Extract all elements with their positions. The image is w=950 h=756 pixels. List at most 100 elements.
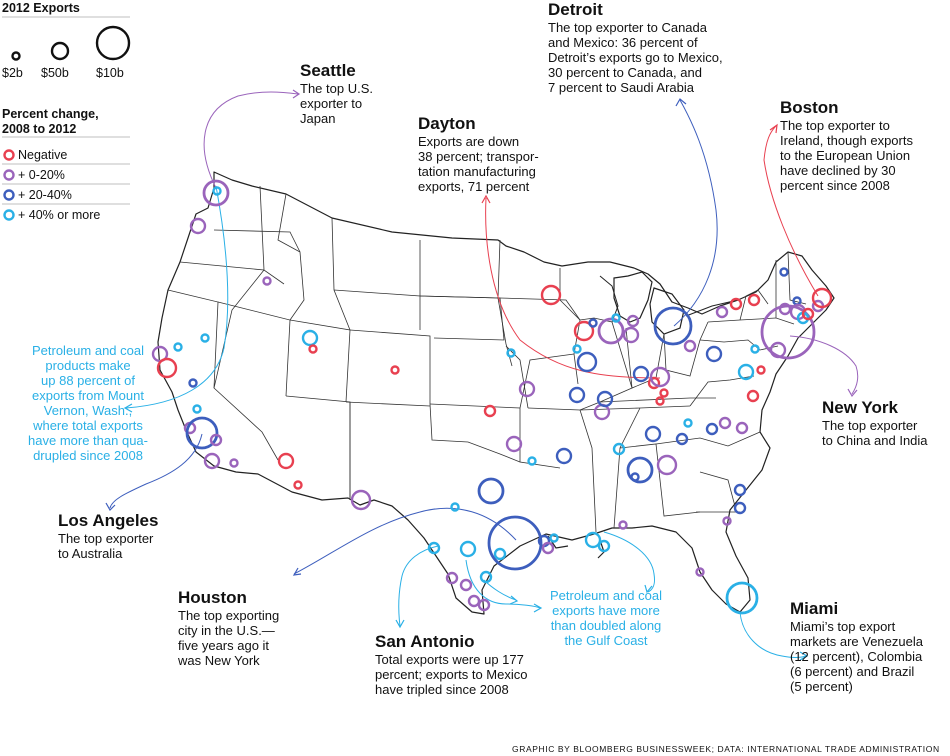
city-export-marker <box>597 317 625 345</box>
city-export-marker <box>493 547 507 561</box>
callout-gulf-coast-line: than doubled along <box>550 618 662 633</box>
legend-size-medium <box>50 41 70 61</box>
callout-miami-line: (12 percent), Colombia <box>790 649 923 664</box>
city-export-marker <box>695 567 705 577</box>
callout-seattle-title: Seattle <box>300 61 356 80</box>
callout-san-antonio-line: have tripled since 2008 <box>375 682 509 697</box>
city-export-marker <box>612 442 626 456</box>
city-export-marker <box>778 302 792 316</box>
callout-dayton-line: 38 percent; transpor- <box>418 149 539 164</box>
city-export-marker <box>653 306 693 346</box>
callout-miami-line: Miami’s top export <box>790 619 896 634</box>
city-export-marker <box>733 483 747 497</box>
city-export-marker <box>622 326 640 344</box>
legend-negative-label: Negative <box>18 148 68 162</box>
callout-mount-vernon-line: where total exports <box>33 418 143 433</box>
city-export-marker <box>746 389 760 403</box>
callout-gulf-coast: Petroleum and coal exports have more tha… <box>536 588 676 648</box>
city-export-marker <box>308 344 318 354</box>
legend-0-20-marker <box>3 169 15 181</box>
legend-negative-marker <box>3 149 15 161</box>
callout-seattle: Seattle The top U.S. exporter to Japan <box>300 61 373 126</box>
callout-mount-vernon: Petroleum and coal products make up 88 p… <box>3 343 173 463</box>
legend-change-title-1: Percent change, <box>2 107 99 121</box>
legend-40-plus-label: + 40% or more <box>18 208 101 222</box>
city-export-marker <box>596 390 614 408</box>
callout-dayton: Dayton Exports are down 38 percent; tran… <box>418 114 539 194</box>
us-outline <box>157 171 835 615</box>
city-export-marker <box>779 267 789 277</box>
city-export-marker <box>792 296 802 306</box>
callout-mount-vernon-line: have more than qua- <box>28 433 148 448</box>
city-export-marker <box>588 318 598 328</box>
city-export-marker <box>718 416 732 430</box>
city-export-marker <box>459 578 473 592</box>
callout-mount-vernon-line: Petroleum and coal <box>31 343 144 358</box>
city-export-marker <box>427 541 441 555</box>
city-export-marker <box>229 458 239 468</box>
callout-boston-line: have declined by 30 <box>780 163 896 178</box>
city-export-marker <box>626 314 640 328</box>
city-export-marker <box>445 571 459 585</box>
city-export-marker <box>632 365 650 383</box>
city-export-marker <box>655 396 665 406</box>
city-export-marker <box>683 339 697 353</box>
city-export-marker <box>737 363 755 381</box>
callout-gulf-coast-line: the Gulf Coast <box>564 633 648 648</box>
callout-houston-line: city in the U.S.— <box>178 623 275 638</box>
city-export-marker <box>611 313 621 323</box>
callout-miami-line: markets are Venezuela <box>790 634 923 649</box>
callout-seattle-line: The top U.S. <box>300 81 373 96</box>
city-export-marker <box>173 342 183 352</box>
city-export-marker <box>729 297 743 311</box>
city-export-marker <box>572 344 582 354</box>
city-export-marker <box>597 539 611 553</box>
city-export-marker <box>705 422 719 436</box>
city-export-marker <box>750 344 760 354</box>
callout-mount-vernon-line: products make <box>45 358 131 373</box>
callout-los-angeles-title: Los Angeles <box>58 511 159 530</box>
callout-seattle-line: exporter to <box>300 96 363 111</box>
callout-boston: Boston The top exporter to Ireland, thou… <box>780 98 913 193</box>
callout-detroit-line: and Mexico: 36 percent of <box>548 35 698 50</box>
city-export-marker <box>733 501 747 515</box>
city-export-marker <box>301 329 319 347</box>
city-export-marker <box>189 217 207 235</box>
callout-los-angeles: Los Angeles The top exporter to Australi… <box>58 511 158 561</box>
callout-miami-line: (6 percent) and Brazil <box>790 664 915 679</box>
city-markers <box>151 179 833 615</box>
city-export-marker <box>209 433 223 447</box>
city-export-marker <box>756 365 766 375</box>
city-export-marker <box>202 179 230 207</box>
callout-detroit-line: Detroit’s exports go to Mexico, <box>548 50 723 65</box>
city-export-marker <box>747 293 761 307</box>
callout-mount-vernon-line: Vernon, Wash., <box>43 403 133 418</box>
city-export-marker <box>185 416 219 450</box>
city-export-marker <box>212 186 222 196</box>
city-export-marker <box>811 287 833 309</box>
callout-gulf-coast-line: exports have more <box>552 603 660 618</box>
city-export-marker <box>725 581 759 615</box>
callout-houston-line: The top exporting <box>178 608 280 623</box>
legend-dividers <box>2 16 130 205</box>
legend-size-label-small: $2b <box>2 66 23 80</box>
city-export-marker <box>760 304 816 360</box>
callout-detroit-line: 7 percent to Saudi Arabia <box>548 80 694 95</box>
callout-boston-line: Ireland, though exports <box>780 133 913 148</box>
city-export-marker <box>722 516 732 526</box>
city-export-marker <box>200 333 210 343</box>
arrowheads <box>105 89 858 661</box>
city-export-marker <box>549 533 559 543</box>
callout-new-york-title: New York <box>822 398 898 417</box>
city-export-marker <box>541 541 555 555</box>
callout-gulf-coast-line: Petroleum and coal <box>549 588 662 603</box>
legend-20-40-marker <box>3 189 15 201</box>
callout-mount-vernon-line: exports from Mount <box>32 388 144 403</box>
city-export-marker <box>293 480 303 490</box>
callout-mount-vernon-line: up 88 percent of <box>41 373 135 388</box>
city-export-marker <box>527 456 537 466</box>
city-export-marker <box>576 351 598 373</box>
city-export-marker <box>477 598 491 612</box>
callout-detroit-title: Detroit <box>548 0 603 19</box>
